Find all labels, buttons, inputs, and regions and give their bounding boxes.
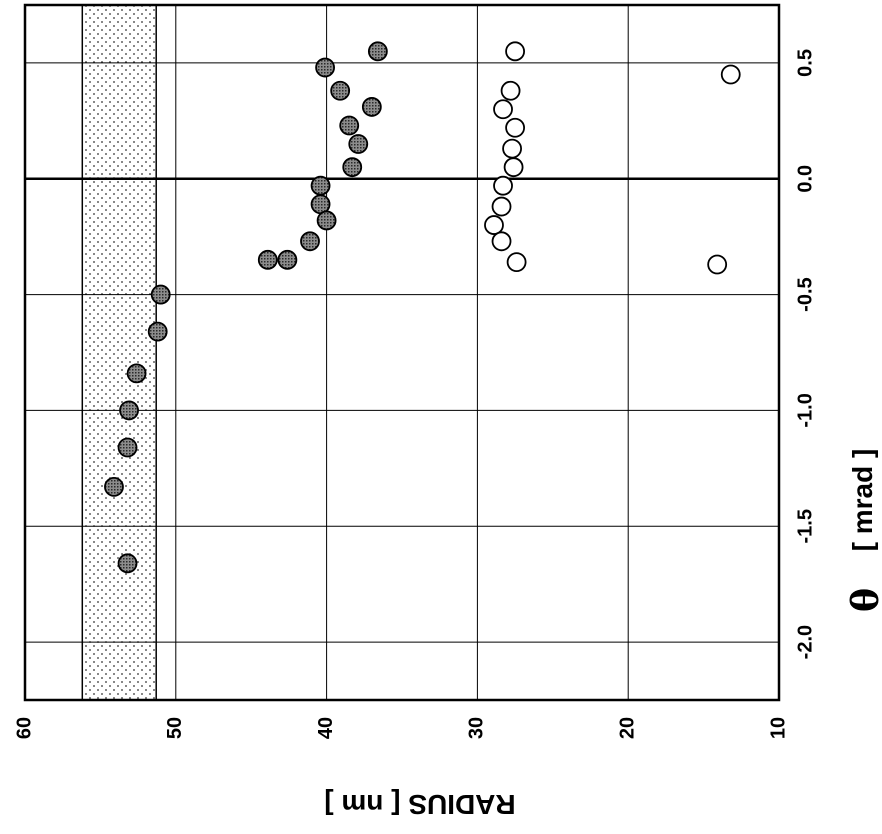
x-tick-label: -1.0	[794, 393, 816, 427]
data-points-layer	[104, 41, 741, 574]
filled-marker	[348, 134, 369, 154]
plot-frame-layer	[23, 3, 781, 702]
grid-layer	[25, 5, 779, 700]
shaded-band-layer	[81, 5, 157, 700]
shaded-band	[82, 5, 157, 700]
tick-labels-layer: -2.0 -1.5 -1.0 -0.5 0.0 0.5 60 50 40 30 20 10	[13, 49, 816, 739]
open-marker	[484, 215, 504, 235]
x-tick-label: 0.5	[794, 49, 816, 77]
filled-marker	[257, 249, 278, 270]
open-marker	[493, 99, 513, 120]
y-tick-label: 30	[466, 717, 488, 739]
filled-marker	[150, 284, 171, 305]
open-marker	[491, 231, 512, 252]
open-marker	[707, 254, 728, 275]
filled-marker	[147, 321, 168, 342]
filled-marker	[330, 80, 351, 101]
open-marker	[720, 64, 741, 85]
open-marker	[503, 157, 524, 178]
filled-marker	[361, 97, 382, 117]
open-marker	[502, 138, 522, 159]
filled-marker	[119, 400, 139, 421]
open-marker	[491, 196, 512, 217]
filled-marker	[339, 115, 360, 136]
filled-marker	[300, 231, 320, 252]
filled-marker	[310, 194, 331, 215]
x-tick-label: -2.0	[794, 625, 816, 659]
x-axis-label: [ mrad ]	[847, 449, 878, 552]
y-axis-label: RADIUS [ nm ]	[324, 789, 515, 820]
x-axis-label-symbol: θ	[845, 588, 882, 612]
filled-marker	[277, 249, 298, 270]
y-tick-label: 40	[315, 717, 337, 739]
filled-marker	[310, 175, 331, 196]
y-tick-label: 20	[616, 717, 638, 739]
y-tick-label: 60	[13, 717, 35, 739]
x-axis-title: θ [ mrad ]	[845, 449, 882, 612]
y-tick-label: 10	[767, 717, 789, 739]
plot-frame	[23, 3, 781, 702]
filled-marker	[315, 57, 335, 78]
y-tick-label: 50	[164, 717, 186, 739]
filled-marker	[316, 210, 337, 231]
open-marker	[500, 80, 521, 101]
x-tick-label: 0.0	[794, 165, 816, 193]
filled-marker	[117, 437, 138, 458]
filled-marker	[117, 553, 138, 574]
filled-marker	[342, 157, 363, 178]
filled-marker	[126, 363, 147, 384]
open-marker	[505, 41, 525, 62]
x-tick-label: -0.5	[794, 277, 816, 311]
open-marker	[493, 175, 513, 196]
x-tick-label: -1.5	[794, 509, 816, 543]
open-marker	[506, 252, 527, 273]
filled-marker	[104, 476, 124, 497]
filled-marker	[367, 41, 388, 62]
open-marker	[505, 117, 525, 138]
